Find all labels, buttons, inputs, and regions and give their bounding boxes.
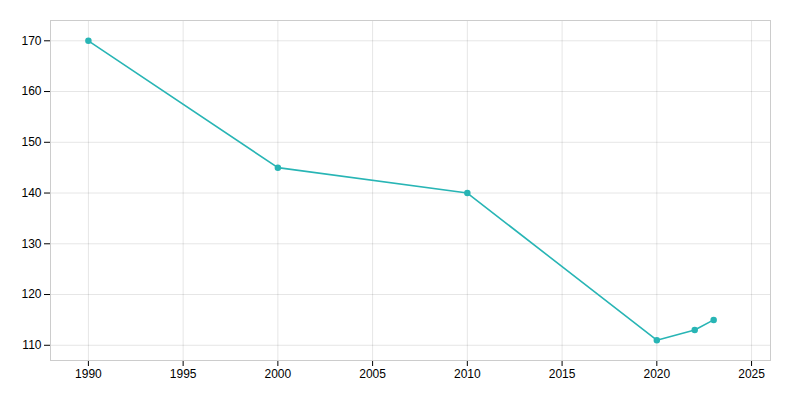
svg-text:2020: 2020 [643, 367, 670, 381]
svg-text:2000: 2000 [265, 367, 292, 381]
svg-text:2025: 2025 [738, 367, 765, 381]
svg-text:2015: 2015 [549, 367, 576, 381]
svg-text:110: 110 [22, 338, 41, 352]
svg-text:2010: 2010 [454, 367, 481, 381]
svg-text:1990: 1990 [75, 367, 102, 381]
svg-text:1995: 1995 [170, 367, 197, 381]
svg-text:150: 150 [21, 135, 41, 149]
svg-text:2005: 2005 [359, 367, 386, 381]
svg-text:160: 160 [21, 84, 41, 98]
svg-text:130: 130 [21, 237, 41, 251]
svg-text:120: 120 [21, 287, 41, 301]
svg-text:140: 140 [21, 186, 41, 200]
svg-text:170: 170 [21, 34, 41, 48]
